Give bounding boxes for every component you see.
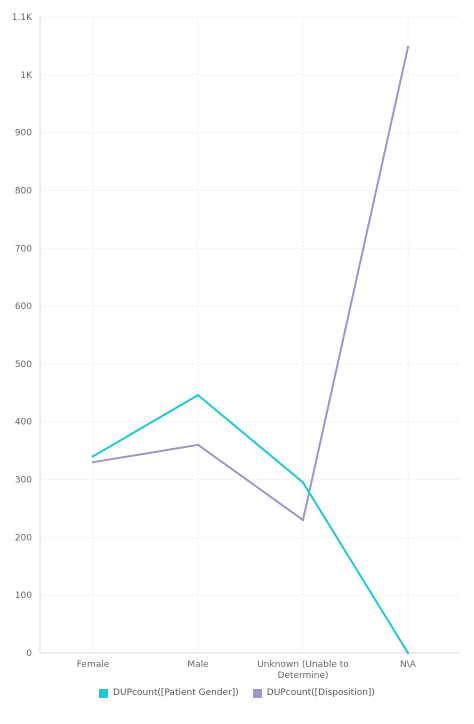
y-tick-label-3: 300 xyxy=(15,476,32,486)
data-point-0-3 xyxy=(406,651,410,655)
tick-labels: 0 100 200 300 400 500 600 700 800 900 1K 1.1K Female… xyxy=(12,13,417,681)
legend-label-patient-gender: DUPcount([Patient Gender]) xyxy=(113,688,239,698)
y-tick-label-0: 0 xyxy=(26,649,32,659)
legend-swatch-disposition xyxy=(252,688,262,698)
grid xyxy=(40,16,460,653)
data-point-1-2 xyxy=(301,518,305,522)
legend-item-disposition[interactable]: DUPcount([Disposition]) xyxy=(252,688,375,698)
series-lines xyxy=(91,45,410,655)
y-tick-label-10: 1K xyxy=(20,71,33,81)
data-point-1-3 xyxy=(406,45,410,49)
y-tick-label-11: 1.1K xyxy=(12,13,33,23)
y-tick-label-1: 100 xyxy=(15,591,32,601)
y-tick-label-4: 400 xyxy=(15,418,32,428)
y-tick-label-6: 600 xyxy=(15,302,32,312)
legend: DUPcount([Patient Gender]) DUPcount([Dis… xyxy=(0,688,474,698)
x-tick-label-2: Unknown (Unable to Determine) xyxy=(257,660,349,681)
y-tick-label-5: 500 xyxy=(15,360,32,370)
y-tick-label-7: 700 xyxy=(15,244,32,254)
legend-label-disposition: DUPcount([Disposition]) xyxy=(266,688,375,698)
y-tick-label-2: 200 xyxy=(15,533,32,543)
y-tick-label-8: 800 xyxy=(15,186,32,196)
legend-swatch-patient-gender xyxy=(99,688,109,698)
data-point-1-1 xyxy=(196,443,200,447)
series-line-1 xyxy=(92,46,409,522)
x-tick-label-0: Female xyxy=(77,660,110,670)
data-point-0-0 xyxy=(91,455,95,458)
data-point-0-2 xyxy=(301,481,305,484)
series-line-0 xyxy=(92,394,409,654)
x-tick-label-3: N\A xyxy=(400,660,417,670)
axes xyxy=(39,17,460,654)
y-tick-label-9: 900 xyxy=(15,129,32,139)
legend-item-patient-gender[interactable]: DUPcount([Patient Gender]) xyxy=(99,688,239,698)
data-point-1-0 xyxy=(91,461,95,464)
x-tick-label-1: Male xyxy=(187,660,209,670)
data-point-0-1 xyxy=(196,393,200,397)
